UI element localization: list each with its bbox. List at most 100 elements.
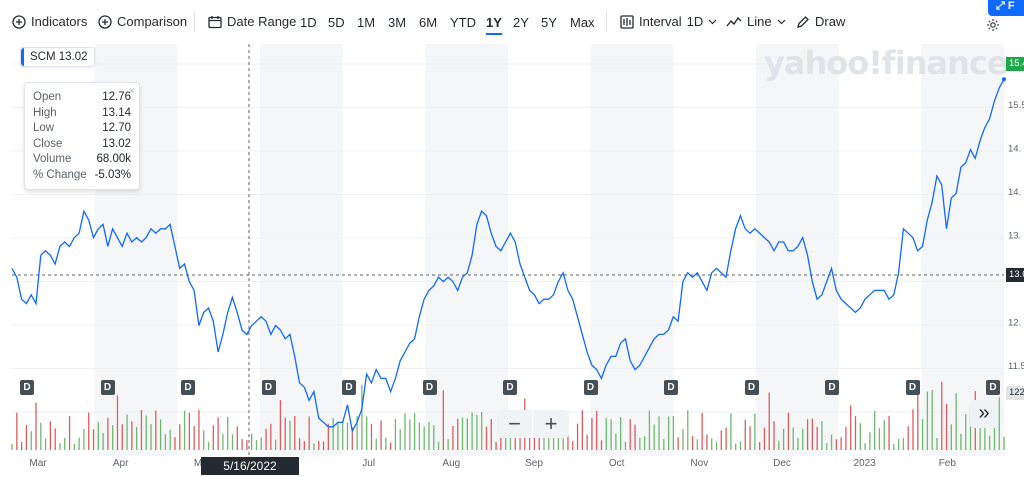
calendar-icon xyxy=(208,15,222,28)
volume-bar xyxy=(188,412,191,450)
tooltip-value: 13.02 xyxy=(102,137,131,150)
dividend-badge[interactable]: D xyxy=(583,380,598,395)
volume-bar xyxy=(706,434,708,450)
symbol-legend[interactable]: SCM 13.02 xyxy=(20,47,95,67)
dividend-badge[interactable]: D xyxy=(503,380,517,395)
interval-dropdown[interactable]: Interval 1D xyxy=(620,14,717,29)
dividend-badge[interactable]: D xyxy=(261,380,276,395)
volume-bar xyxy=(140,410,143,450)
volume-bar xyxy=(677,437,679,450)
volume-bar xyxy=(989,435,991,450)
volume-bar xyxy=(610,419,612,450)
volume-bar xyxy=(54,428,56,450)
volume-bar xyxy=(921,419,924,450)
volume-bar xyxy=(68,416,71,450)
volume-bar xyxy=(902,437,905,450)
volume-bar xyxy=(313,443,315,450)
volume-bar xyxy=(35,402,37,450)
volume-bar xyxy=(20,442,23,450)
indicators-label: Indicators xyxy=(31,14,88,29)
scroll-to-latest-button[interactable]: » xyxy=(970,400,998,428)
volume-bar xyxy=(936,437,938,450)
volume-bar xyxy=(284,417,286,450)
dividend-badge[interactable]: D xyxy=(825,380,839,395)
dividend-badge[interactable]: D xyxy=(422,380,437,395)
close-icon[interactable]: × xyxy=(128,85,135,97)
dividend-badge[interactable]: D xyxy=(664,380,678,395)
dividend-badge[interactable]: D xyxy=(20,380,34,395)
volume-bar xyxy=(73,443,75,450)
comparison-button[interactable]: Comparison xyxy=(98,14,187,29)
volume-bar xyxy=(193,425,195,450)
volume-bar xyxy=(854,416,857,450)
volume-bar xyxy=(97,422,99,450)
tooltip-label: Low xyxy=(33,122,55,135)
volume-bar xyxy=(859,423,861,450)
volume-bar xyxy=(806,419,809,450)
range-max[interactable]: Max xyxy=(570,15,595,30)
chevron-down-icon xyxy=(777,19,786,25)
volume-bar xyxy=(361,384,363,450)
draw-button[interactable]: Draw xyxy=(796,14,845,29)
range-1d[interactable]: 1D xyxy=(300,15,317,30)
volume-bar xyxy=(792,427,794,450)
dividend-badge[interactable]: D xyxy=(181,380,195,395)
dividend-badge[interactable]: D xyxy=(342,380,356,395)
volume-bar xyxy=(298,438,301,450)
volume-bar xyxy=(437,441,440,450)
range-1m[interactable]: 1M xyxy=(357,15,376,30)
volume-bar xyxy=(418,422,421,450)
volume-bar xyxy=(648,410,651,450)
last-point-marker xyxy=(1002,77,1006,82)
volume-bar xyxy=(404,413,406,450)
y-axis-ticks: 15.514.14.13.12.12.11.5 xyxy=(1008,100,1024,372)
range-5y[interactable]: 5Y xyxy=(541,15,557,30)
chart-type-dropdown[interactable]: Line xyxy=(726,14,786,29)
volume-bar xyxy=(135,426,138,450)
volume-bar xyxy=(164,434,167,450)
range-ytd[interactable]: YTD xyxy=(450,15,476,30)
last-price-tag: 15.4 xyxy=(1006,57,1024,71)
volume-bar xyxy=(375,438,377,450)
dividend-badge[interactable]: D xyxy=(986,380,1000,395)
volume-bar xyxy=(778,440,780,450)
yahoo-finance-watermark: yahoo!finance xyxy=(764,44,1009,82)
range-6m[interactable]: 6M xyxy=(419,15,438,30)
zoom-out-button[interactable]: − xyxy=(497,410,533,438)
dividend-badge[interactable]: D xyxy=(905,380,920,395)
gear-icon[interactable] xyxy=(986,18,1000,32)
volume-bar xyxy=(227,416,229,450)
volume-bar xyxy=(466,418,468,450)
volume-bar xyxy=(337,423,339,450)
month-bands xyxy=(94,44,1004,456)
volume-bar xyxy=(600,440,603,450)
dividend-badge[interactable]: D xyxy=(744,380,759,395)
range-1y[interactable]: 1Y xyxy=(486,15,502,35)
volume-bar xyxy=(251,433,253,450)
range-5d[interactable]: 5D xyxy=(328,15,345,30)
volume-bar xyxy=(658,416,660,450)
volume-bar xyxy=(442,390,445,450)
tooltip-value: -5.03% xyxy=(94,168,131,181)
ohlc-tooltip: × Open 12.76 High 13.14 Low 12.70 Close 13.0… xyxy=(24,82,140,190)
fullscreen-button[interactable]: ⤢ F xyxy=(988,0,1024,16)
volume-bar xyxy=(236,426,238,450)
volume-bar xyxy=(797,437,799,450)
volume-bar xyxy=(773,421,775,450)
volume-bar xyxy=(308,416,310,450)
y-tick-label: 13. xyxy=(1008,231,1021,242)
indicators-button[interactable]: Indicators xyxy=(12,14,87,29)
volume-bar xyxy=(993,420,996,450)
volume-bar xyxy=(811,418,814,450)
date-range-button[interactable]: Date Range xyxy=(208,14,296,29)
volume-bar xyxy=(979,413,981,450)
volume-bar xyxy=(720,430,722,450)
tooltip-row-high: High 13.14 xyxy=(33,107,131,123)
dividend-badge[interactable]: D xyxy=(100,380,115,395)
range-2y[interactable]: 2Y xyxy=(513,15,529,30)
range-3m[interactable]: 3M xyxy=(388,15,407,30)
volume-bar xyxy=(965,414,967,450)
volume-bar xyxy=(457,418,459,450)
volume-bar xyxy=(845,426,847,450)
zoom-in-button[interactable]: + xyxy=(544,411,558,436)
